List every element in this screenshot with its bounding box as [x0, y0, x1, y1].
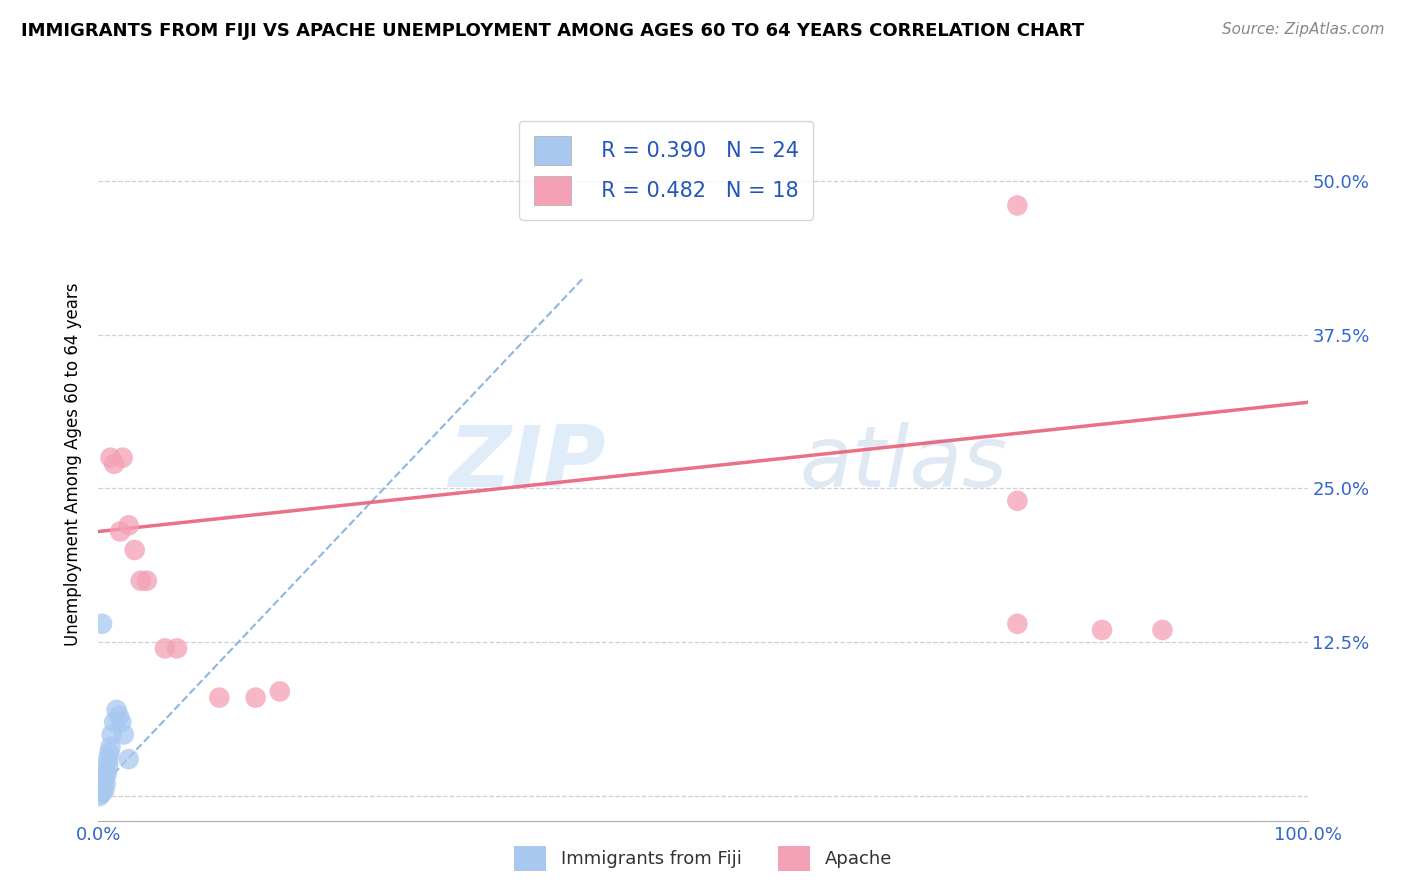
Point	[91, 777, 114, 791]
Text: Source: ZipAtlas.com: Source: ZipAtlas.com	[1222, 22, 1385, 37]
Point	[90, 787, 112, 801]
Point	[93, 783, 115, 797]
Point	[124, 543, 146, 558]
Point	[1007, 616, 1029, 631]
Point	[91, 779, 114, 793]
Point	[93, 771, 115, 785]
Text: atlas: atlas	[800, 422, 1008, 506]
Point	[166, 641, 188, 656]
Point	[1152, 623, 1174, 637]
Point	[98, 746, 121, 760]
Point	[97, 752, 120, 766]
Point	[118, 752, 141, 766]
Point	[100, 727, 122, 741]
Point	[153, 641, 176, 656]
Point	[1007, 493, 1029, 508]
Point	[97, 758, 120, 772]
Point	[89, 789, 111, 803]
Point	[103, 715, 125, 730]
Point	[108, 709, 131, 723]
Point	[91, 785, 114, 799]
Point	[100, 450, 122, 465]
Point	[118, 518, 141, 533]
Point	[108, 524, 131, 539]
Point	[112, 727, 135, 741]
Point	[129, 574, 152, 588]
Text: IMMIGRANTS FROM FIJI VS APACHE UNEMPLOYMENT AMONG AGES 60 TO 64 YEARS CORRELATIO: IMMIGRANTS FROM FIJI VS APACHE UNEMPLOYM…	[21, 22, 1084, 40]
Point	[245, 690, 267, 705]
Point	[91, 616, 114, 631]
Point	[269, 684, 291, 698]
Point	[90, 783, 112, 797]
Point	[110, 715, 132, 730]
Point	[94, 777, 117, 791]
Legend:   R = 0.390   N = 24,   R = 0.482   N = 18: R = 0.390 N = 24, R = 0.482 N = 18	[519, 121, 814, 219]
Point	[135, 574, 157, 588]
Point	[111, 450, 134, 465]
Point	[208, 690, 231, 705]
Y-axis label: Unemployment Among Ages 60 to 64 years: Unemployment Among Ages 60 to 64 years	[65, 282, 83, 646]
Point	[1007, 198, 1029, 212]
Text: ZIP: ZIP	[449, 422, 606, 506]
Point	[96, 767, 118, 781]
Legend: Immigrants from Fiji, Apache: Immigrants from Fiji, Apache	[506, 838, 900, 879]
Point	[94, 764, 117, 779]
Point	[105, 703, 128, 717]
Point	[91, 774, 114, 789]
Point	[100, 739, 122, 754]
Point	[103, 457, 125, 471]
Point	[1091, 623, 1114, 637]
